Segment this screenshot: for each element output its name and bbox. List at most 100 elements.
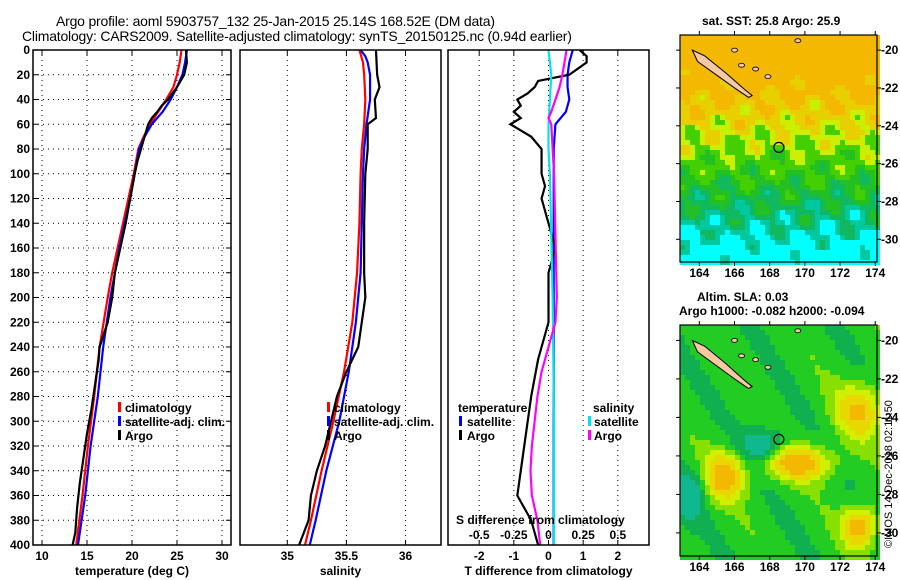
- map-cell: [840, 65, 845, 70]
- map-cell: [720, 340, 725, 345]
- map-cell: [760, 325, 765, 330]
- map-cell: [720, 520, 725, 525]
- map-cell: [710, 460, 715, 465]
- map-cell: [820, 135, 825, 140]
- map-cell: [820, 355, 825, 360]
- map-cell: [775, 115, 780, 120]
- map-cell: [735, 490, 740, 495]
- map-cell: [870, 210, 875, 215]
- map-cell: [755, 410, 760, 415]
- map-cell: [740, 455, 745, 460]
- island-loyalty: [764, 364, 772, 370]
- map-cell: [705, 250, 710, 255]
- map-cell: [770, 400, 775, 405]
- map-cell: [790, 540, 795, 545]
- map-cell: [760, 45, 765, 50]
- map-cell: [765, 105, 770, 110]
- map-cell: [855, 445, 860, 450]
- map-cell: [755, 105, 760, 110]
- map-cell: [820, 450, 825, 455]
- map-cell: [830, 55, 835, 60]
- map-cell: [690, 190, 695, 195]
- map-cell: [780, 230, 785, 235]
- map-cell: [810, 365, 815, 370]
- map-cell: [820, 375, 825, 380]
- map-cell: [855, 550, 860, 555]
- map-cell: [830, 200, 835, 205]
- map-cell: [805, 340, 810, 345]
- map-cell: [735, 455, 740, 460]
- map-cell: [680, 45, 685, 50]
- map-cell: [860, 485, 865, 490]
- map-cell: [850, 190, 855, 195]
- map-cell: [750, 325, 755, 330]
- map-sst-map: 164 166 168 170 172 174-20-22-24-26-28-30: [676, 31, 899, 280]
- map-cell: [725, 425, 730, 430]
- map-cell: [805, 400, 810, 405]
- map-cell: [715, 505, 720, 510]
- map-cell: [755, 35, 760, 40]
- map-cell: [775, 65, 780, 70]
- map-cell: [785, 440, 790, 445]
- map-cell: [725, 360, 730, 365]
- map-cell: [745, 360, 750, 365]
- map-cell: [835, 370, 840, 375]
- map-cell: [725, 550, 730, 555]
- map-cell: [840, 110, 845, 115]
- map-cell: [860, 135, 865, 140]
- map-cell: [845, 365, 850, 370]
- map-cell: [735, 445, 740, 450]
- map-cell: [775, 365, 780, 370]
- map-cell: [790, 150, 795, 155]
- x-axis-label: temperature (deg C): [75, 564, 189, 578]
- map-cell: [800, 205, 805, 210]
- map-cell: [770, 230, 775, 235]
- map-cell: [775, 450, 780, 455]
- map-cell: [810, 555, 815, 560]
- map-cell: [825, 370, 830, 375]
- map-cell: [720, 405, 725, 410]
- map-cell: [870, 540, 875, 545]
- map-cell: [755, 255, 760, 260]
- map-cell: [720, 395, 725, 400]
- map-cell: [800, 550, 805, 555]
- map-cell: [865, 445, 870, 450]
- map-cell: [785, 150, 790, 155]
- map-cell: [700, 235, 705, 240]
- map-cell: [750, 190, 755, 195]
- map-cell: [820, 515, 825, 520]
- map-cell: [715, 185, 720, 190]
- map-cell: [775, 470, 780, 475]
- map-cell: [725, 400, 730, 405]
- map-cell: [800, 55, 805, 60]
- map-cell: [865, 185, 870, 190]
- map-cell: [855, 235, 860, 240]
- map-cell: [840, 185, 845, 190]
- map-cell: [750, 555, 755, 560]
- map-cell: [745, 545, 750, 550]
- map-cell: [790, 505, 795, 510]
- map-cell: [840, 430, 845, 435]
- map-cell: [865, 530, 870, 535]
- map-cell: [765, 425, 770, 430]
- map-cell: [820, 410, 825, 415]
- map-cell: [740, 425, 745, 430]
- map-cell: [840, 85, 845, 90]
- map-cell: [710, 455, 715, 460]
- map-cell: [820, 485, 825, 490]
- map-cell: [745, 35, 750, 40]
- map-cell: [775, 390, 780, 395]
- map-cell: [680, 120, 685, 125]
- map-cell: [710, 325, 715, 330]
- map-cell: [855, 225, 860, 230]
- map-cell: [705, 255, 710, 260]
- map-cell: [690, 105, 695, 110]
- map-cell: [845, 70, 850, 75]
- map-cell: [860, 195, 865, 200]
- map-cell: [840, 325, 845, 330]
- map-cell: [715, 215, 720, 220]
- map-cell: [770, 510, 775, 515]
- map-cell: [805, 45, 810, 50]
- map-cell: [775, 155, 780, 160]
- map-cell: [795, 545, 800, 550]
